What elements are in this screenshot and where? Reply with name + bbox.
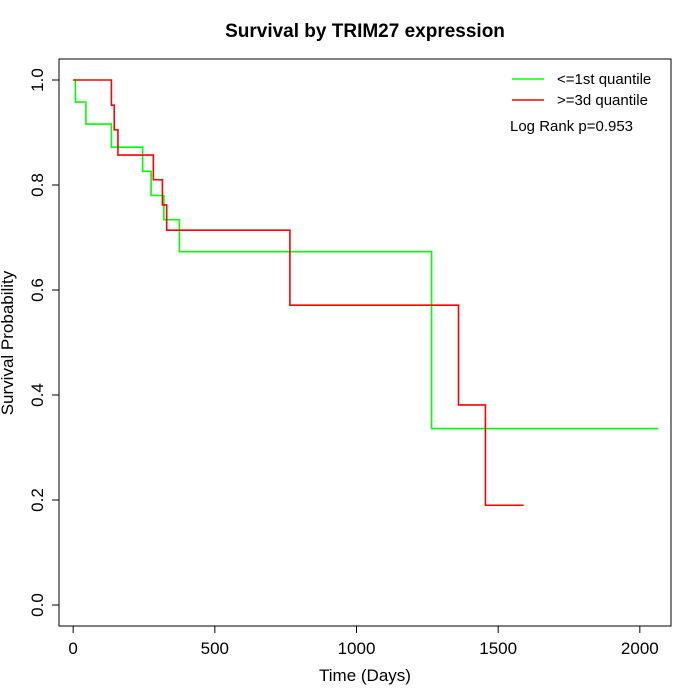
- series-line-high-quantile: [73, 79, 524, 507]
- legend: <=1st quantile >=3d quantile: [512, 71, 651, 109]
- x-tick-label: 1500: [479, 639, 517, 658]
- x-tick-label: 2000: [621, 639, 659, 658]
- plot-area-frame: [58, 58, 672, 627]
- chart-title: Survival by TRIM27 expression: [225, 21, 505, 42]
- y-tick-label: 1.0: [28, 68, 47, 92]
- y-tick-label: 0.8: [28, 173, 47, 197]
- y-tick-label: 0.0: [28, 593, 47, 617]
- y-axis: 0.0 0.2 0.4 0.6 0.8 1.0: [28, 68, 60, 617]
- series-lines: [73, 79, 659, 507]
- x-axis-label: Time (Days): [319, 666, 411, 685]
- x-tick-label: 1000: [338, 639, 376, 658]
- x-tick-label: 500: [201, 639, 229, 658]
- legend-label-low: <=1st quantile: [557, 71, 651, 88]
- series-line-low-quantile: [73, 79, 659, 430]
- legend-label-high: >=3d quantile: [557, 92, 648, 109]
- y-tick-label: 0.2: [28, 488, 47, 512]
- y-tick-label: 0.6: [28, 278, 47, 302]
- x-tick-label: 0: [68, 639, 77, 658]
- x-axis: 0 500 1000 1500 2000: [68, 625, 659, 658]
- log-rank-annotation: Log Rank p=0.953: [510, 118, 633, 135]
- y-axis-label: Survival Probability: [0, 270, 17, 415]
- y-tick-label: 0.4: [28, 383, 47, 407]
